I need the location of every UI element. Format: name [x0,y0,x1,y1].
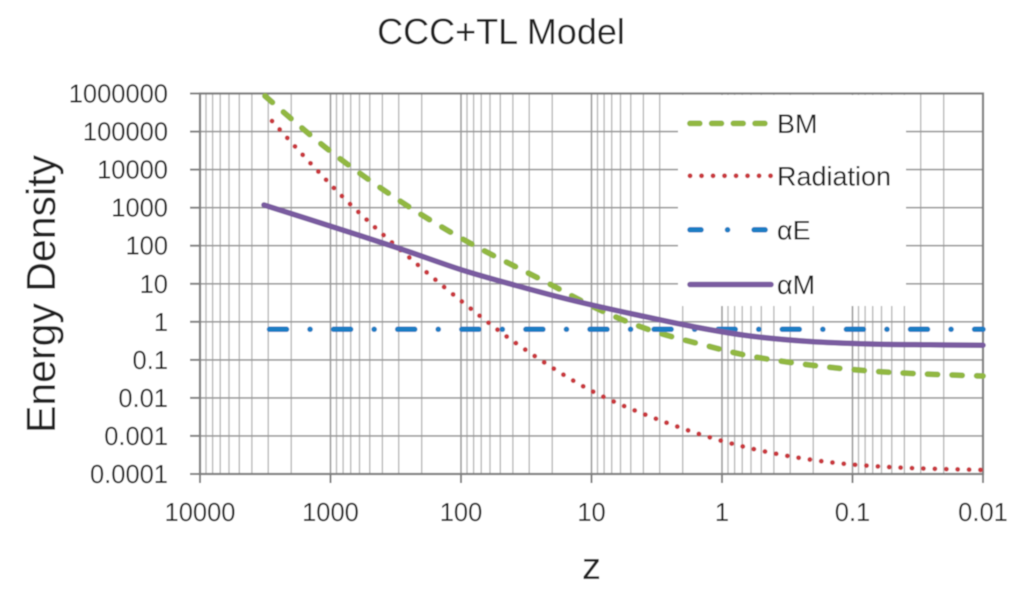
svg-text:100: 100 [125,233,168,261]
svg-text:100: 100 [440,499,483,527]
svg-text:αE: αE [777,216,811,246]
svg-text:1000000: 1000000 [69,81,168,109]
svg-text:1: 1 [154,309,168,337]
svg-text:10: 10 [140,271,168,299]
svg-text:Energy Density: Energy Density [18,154,64,433]
svg-text:0.0001: 0.0001 [90,461,168,489]
svg-text:0.01: 0.01 [118,385,168,413]
svg-text:z: z [582,546,601,588]
svg-text:10000: 10000 [97,157,168,185]
svg-text:1000: 1000 [302,499,359,527]
svg-text:10000: 10000 [165,499,236,527]
svg-text:0.1: 0.1 [133,347,168,375]
svg-text:0.001: 0.001 [104,423,168,451]
svg-text:Radiation: Radiation [777,162,891,192]
svg-text:BM: BM [777,109,818,139]
svg-text:1: 1 [715,499,729,527]
svg-text:αM: αM [777,270,815,300]
svg-text:100000: 100000 [83,119,168,147]
svg-text:0.1: 0.1 [835,499,870,527]
svg-text:10: 10 [577,499,605,527]
svg-text:0.01: 0.01 [958,499,1008,527]
svg-text:CCC+TL Model: CCC+TL Model [377,11,625,52]
svg-text:1000: 1000 [111,195,168,223]
